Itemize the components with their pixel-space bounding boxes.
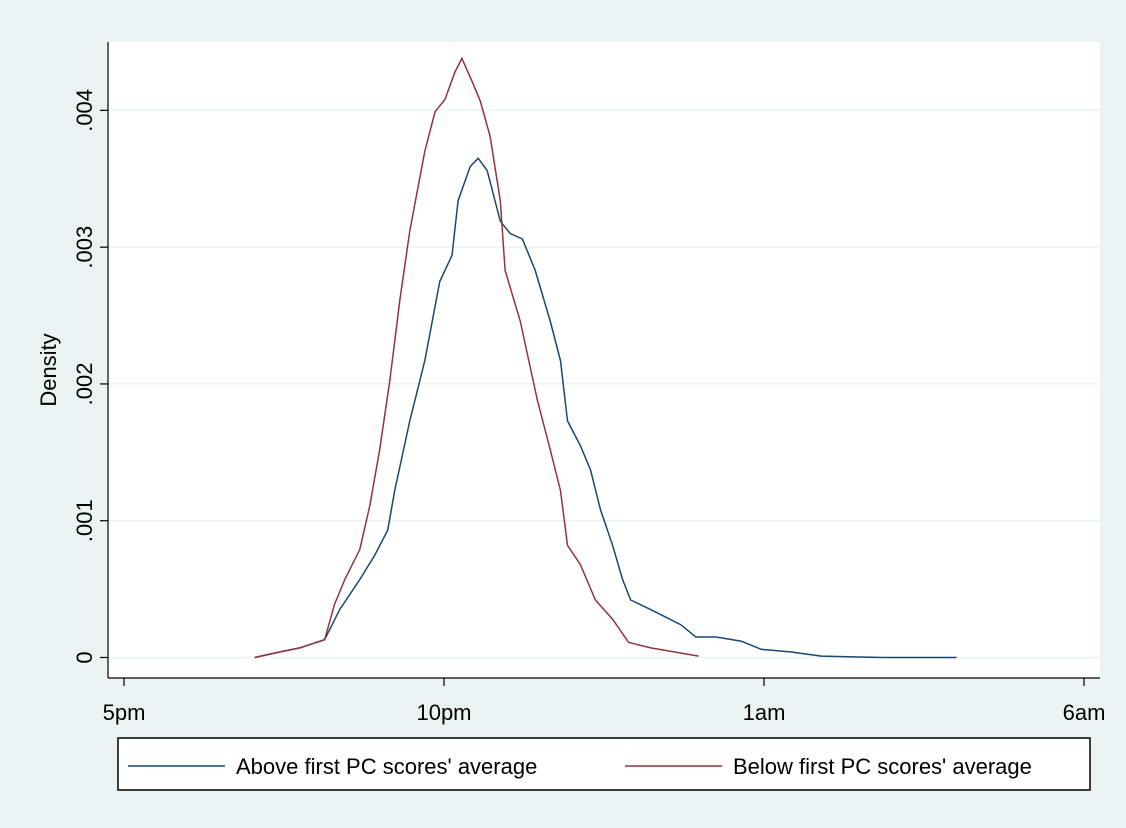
- y-tick-label: .003: [72, 226, 97, 269]
- y-tick-label: .002: [72, 363, 97, 406]
- y-axis-label: Density: [36, 333, 61, 406]
- legend-label: Above first PC scores' average: [236, 754, 537, 779]
- y-tick-label: 0: [72, 651, 97, 663]
- x-tick-label: 5pm: [103, 700, 146, 725]
- x-tick-label: 1am: [743, 700, 786, 725]
- legend: [117, 737, 1091, 791]
- x-tick-label: 10pm: [416, 700, 471, 725]
- density-line: [254, 157, 957, 659]
- y-tick-label: .004: [72, 89, 97, 132]
- legend-label: Below first PC scores' average: [733, 754, 1032, 779]
- density-line: [254, 56, 699, 659]
- x-tick-label: 6am: [1063, 700, 1106, 725]
- plot-area: [108, 42, 1100, 678]
- y-tick-label: .001: [72, 499, 97, 542]
